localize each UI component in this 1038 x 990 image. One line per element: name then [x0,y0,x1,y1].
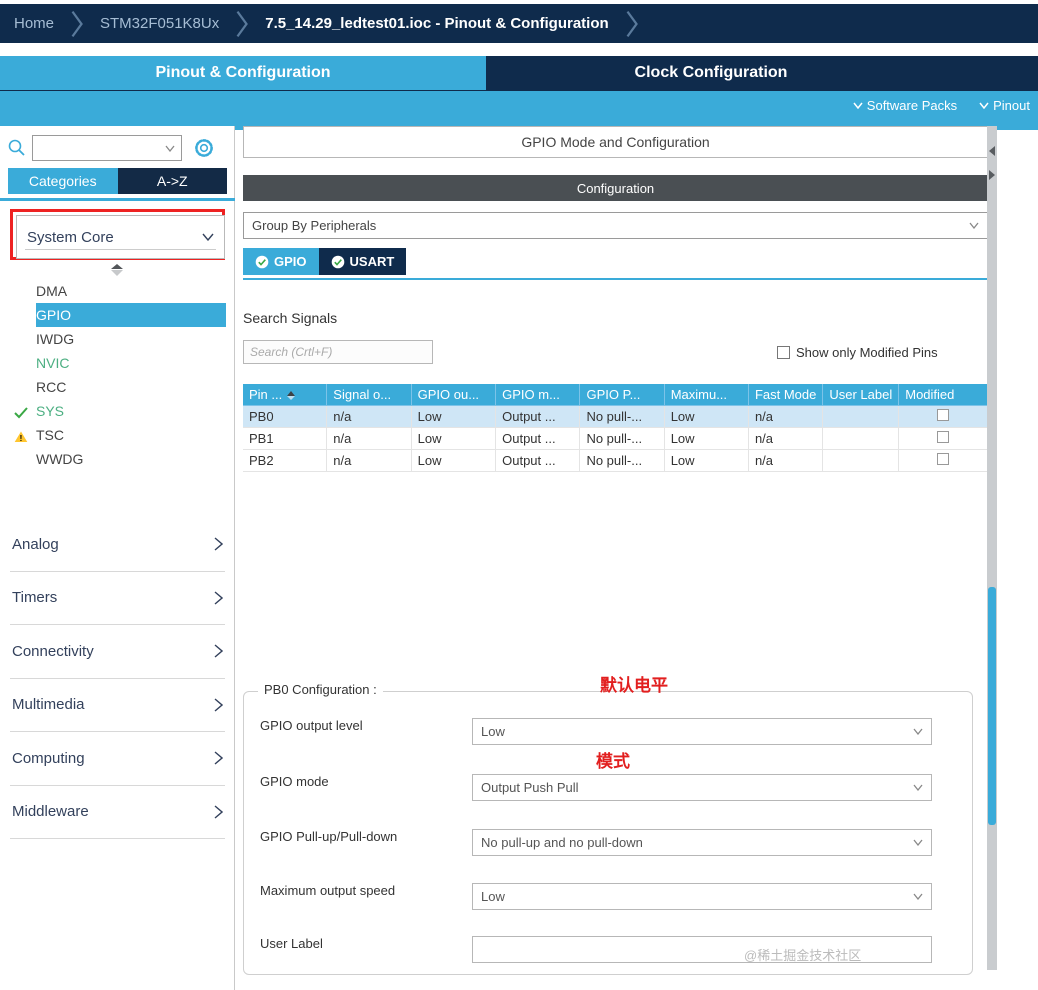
svg-text:!: ! [20,434,23,443]
